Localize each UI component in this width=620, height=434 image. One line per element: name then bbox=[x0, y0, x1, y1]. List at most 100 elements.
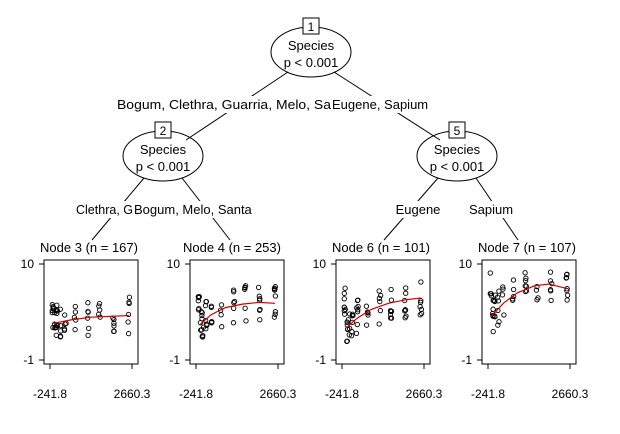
data-point-7-55 bbox=[564, 286, 570, 292]
inner-node-5: 5 Species p < 0.001 bbox=[416, 121, 498, 182]
data-point-6-66 bbox=[418, 306, 425, 313]
data-point-7-44 bbox=[547, 278, 554, 284]
data-point-6-40 bbox=[378, 292, 384, 299]
data-point-4-55 bbox=[271, 314, 278, 320]
data-point-4-33 bbox=[218, 302, 225, 308]
data-point-7-24 bbox=[500, 286, 506, 292]
data-point-3-23 bbox=[57, 322, 64, 329]
data-point-3-29 bbox=[61, 326, 68, 332]
node-1-id: 1 bbox=[308, 20, 315, 34]
data-point-3-32 bbox=[72, 303, 78, 310]
data-point-6-0 bbox=[342, 285, 348, 291]
data-point-6-63 bbox=[417, 312, 423, 318]
edge-label-1-left: Bogum, Clethra, Guarria, Melo, Sa bbox=[117, 97, 332, 112]
data-point-4-3 bbox=[195, 298, 201, 304]
data-point-4-39 bbox=[230, 320, 237, 326]
edge-label-2-left: Clethra, G bbox=[76, 202, 133, 217]
data-point-6-11 bbox=[344, 319, 351, 325]
data-point-7-6 bbox=[490, 328, 496, 335]
data-point-6-36 bbox=[363, 322, 370, 328]
data-point-6-50 bbox=[387, 311, 394, 318]
data-point-3-50 bbox=[111, 323, 117, 329]
data-point-7-35 bbox=[523, 275, 529, 281]
data-point-7-18 bbox=[495, 298, 502, 304]
data-point-7-16 bbox=[496, 288, 502, 294]
panel-frame-3 bbox=[43, 259, 139, 365]
data-point-3-49 bbox=[111, 320, 117, 326]
data-point-6-1 bbox=[341, 308, 347, 314]
data-point-7-53 bbox=[564, 292, 571, 298]
y-tick-label-6-1: -1 bbox=[315, 353, 326, 367]
data-point-7-25 bbox=[500, 284, 506, 290]
data-point-6-24 bbox=[348, 333, 355, 339]
data-point-7-19 bbox=[495, 307, 501, 314]
x-tick-label-3-0: -241.8 bbox=[33, 387, 67, 401]
data-point-6-39 bbox=[377, 298, 383, 305]
fit-line-7 bbox=[490, 283, 568, 317]
data-point-6-17 bbox=[345, 317, 351, 323]
terminal-title-4: Node 4 (n = 253) bbox=[183, 240, 281, 255]
data-point-4-57 bbox=[272, 309, 279, 315]
data-point-6-35 bbox=[363, 303, 370, 309]
data-point-3-51 bbox=[111, 316, 117, 323]
fit-line-3 bbox=[53, 314, 129, 324]
data-point-6-44 bbox=[388, 286, 394, 293]
inner-node-2: 2 Species p < 0.001 bbox=[122, 121, 204, 182]
y-tick-label-4-0: 10 bbox=[167, 257, 181, 271]
data-point-3-40 bbox=[85, 309, 91, 315]
data-point-7-27 bbox=[510, 297, 516, 303]
data-point-6-25 bbox=[354, 321, 360, 328]
data-point-6-5 bbox=[341, 290, 347, 297]
data-point-7-42 bbox=[549, 280, 555, 287]
data-point-3-52 bbox=[125, 319, 131, 325]
node-5-pvalue: p < 0.001 bbox=[430, 159, 485, 174]
data-point-4-4 bbox=[195, 294, 201, 300]
data-point-4-10 bbox=[198, 308, 204, 315]
data-point-6-41 bbox=[377, 307, 384, 314]
data-point-6-55 bbox=[402, 315, 408, 321]
data-point-7-39 bbox=[533, 287, 540, 293]
terminal-node-3: Node 3 (n = 167) 10 -1 -241.8 2660.3 bbox=[21, 240, 151, 401]
data-point-4-30 bbox=[219, 324, 225, 330]
y-tick-label-3-1: -1 bbox=[23, 353, 34, 367]
edge-label-2-right: Bogum, Melo, Santa bbox=[134, 202, 253, 217]
data-point-6-43 bbox=[376, 321, 382, 327]
data-point-4-19 bbox=[203, 317, 209, 324]
data-point-4-35 bbox=[231, 299, 237, 306]
y-tick-label-3-0: 10 bbox=[21, 257, 35, 271]
fit-line-4 bbox=[199, 301, 275, 326]
data-point-7-47 bbox=[548, 288, 554, 294]
data-point-4-16 bbox=[199, 333, 205, 340]
data-point-6-37 bbox=[365, 312, 371, 318]
data-point-7-3 bbox=[487, 290, 493, 297]
terminal-node-6: Node 6 (n = 101) 10 -1 -241.8 2660.3 bbox=[313, 240, 443, 401]
data-point-3-54 bbox=[126, 294, 133, 300]
x-tick-label-7-0: -241.8 bbox=[471, 387, 505, 401]
data-point-4-58 bbox=[271, 287, 278, 293]
panel-frame-4 bbox=[189, 259, 285, 365]
data-point-3-42 bbox=[96, 303, 102, 309]
node-1-pvalue: p < 0.001 bbox=[284, 55, 339, 70]
x-tick-label-4-0: -241.8 bbox=[179, 387, 213, 401]
data-point-7-5 bbox=[490, 306, 496, 312]
data-point-4-43 bbox=[242, 286, 248, 292]
data-point-4-56 bbox=[271, 285, 278, 291]
data-point-6-32 bbox=[354, 305, 360, 311]
node-1-variable: Species bbox=[288, 38, 335, 53]
data-point-7-41 bbox=[534, 283, 540, 290]
edge-labels: Bogum, Clethra, Guarria, Melo, Sa Eugene… bbox=[75, 96, 518, 218]
y-tick-label-6-0: 10 bbox=[313, 257, 327, 271]
terminal-title-3: Node 3 (n = 167) bbox=[40, 240, 138, 255]
terminal-title-7: Node 7 (n = 107) bbox=[478, 240, 576, 255]
data-point-7-15 bbox=[492, 298, 498, 304]
data-point-7-40 bbox=[534, 297, 540, 303]
edge-label-5-right: Sapium bbox=[469, 202, 513, 217]
inner-node-1: 1 Species p < 0.001 bbox=[270, 17, 352, 78]
data-point-4-28 bbox=[208, 304, 215, 311]
data-point-3-47 bbox=[111, 328, 117, 334]
data-point-7-28 bbox=[510, 293, 517, 300]
fit-line-6 bbox=[345, 297, 421, 330]
data-point-4-50 bbox=[255, 284, 262, 291]
data-point-4-38 bbox=[231, 289, 237, 295]
